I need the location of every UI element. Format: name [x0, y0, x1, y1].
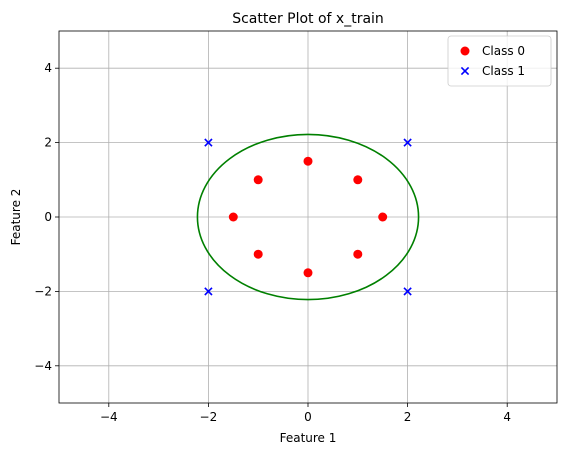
legend-label-1: Class 1 — [482, 64, 525, 78]
x-tick-label: −2 — [200, 410, 218, 424]
data-point-class-0 — [378, 212, 388, 222]
x-axis-label: Feature 1 — [280, 431, 337, 445]
legend-marker-0 — [460, 46, 470, 56]
data-point-class-1 — [403, 287, 412, 296]
data-point-class-1 — [204, 287, 213, 296]
data-point-class-0 — [303, 268, 313, 278]
data-point-class-0 — [253, 175, 263, 185]
data-point-class-0 — [253, 249, 263, 259]
decision-boundary — [196, 133, 420, 301]
grid-lines — [59, 31, 557, 403]
legend-box — [447, 35, 552, 87]
y-tick-label: −2 — [34, 284, 52, 298]
x-tick-label: 0 — [304, 410, 312, 424]
legend: Class 0 Class 1 — [447, 35, 552, 87]
y-tick-label: 4 — [44, 61, 52, 75]
y-tick-label: −4 — [34, 359, 52, 373]
data-point-class-0 — [353, 249, 363, 259]
data-point-class-0 — [353, 175, 363, 185]
data-point-class-1 — [204, 138, 213, 147]
axis-ticks: −4 −2 0 2 4 −4 −2 0 2 4 — [34, 61, 511, 424]
decision-boundary-circle — [196, 133, 420, 301]
y-tick-label: 2 — [44, 136, 52, 150]
chart-title: Scatter Plot of x_train — [232, 11, 384, 27]
legend-marker-1 — [460, 66, 470, 76]
data-points — [204, 138, 412, 296]
x-tick-label: 2 — [404, 410, 412, 424]
y-axis-label: Feature 2 — [9, 189, 23, 246]
data-point-class-0 — [303, 156, 313, 166]
data-point-class-0 — [228, 212, 238, 222]
x-tick-label: −4 — [100, 410, 118, 424]
y-tick-label: 0 — [44, 210, 52, 224]
x-tick-label: 4 — [503, 410, 511, 424]
legend-label-0: Class 0 — [482, 44, 525, 58]
data-point-class-1 — [403, 138, 412, 147]
